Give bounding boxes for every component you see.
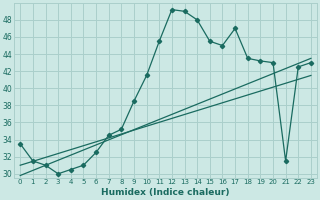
X-axis label: Humidex (Indice chaleur): Humidex (Indice chaleur) — [101, 188, 230, 197]
